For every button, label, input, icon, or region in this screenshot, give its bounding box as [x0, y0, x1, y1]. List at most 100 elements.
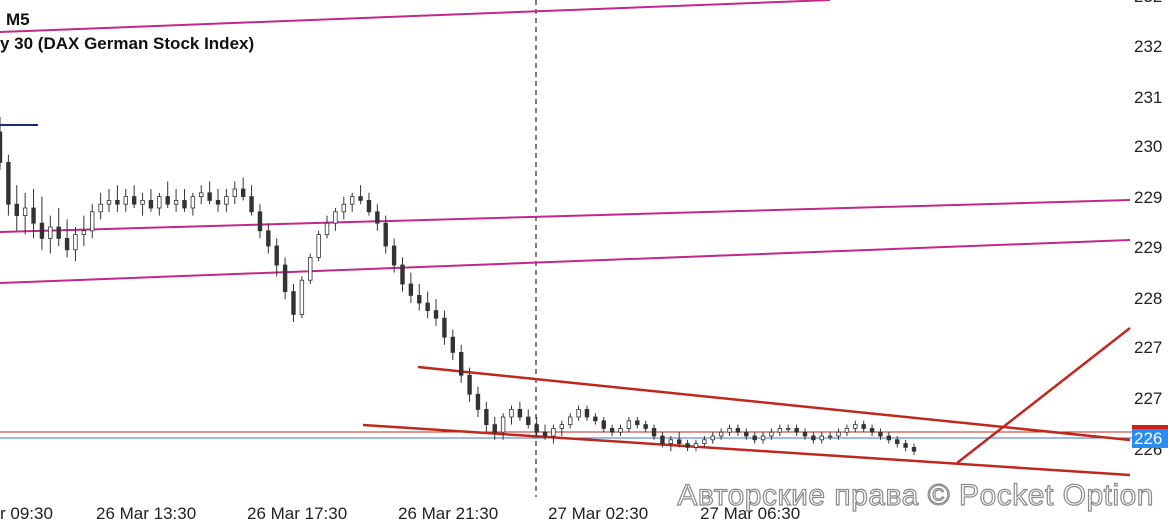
candle	[576, 405, 581, 421]
candle	[609, 424, 615, 436]
candle	[526, 409, 531, 429]
time-tick-label: 26 Mar 13:30	[96, 504, 196, 519]
symbol-title: y 30 (DAX German Stock Index)	[0, 34, 255, 53]
candle	[509, 405, 514, 425]
candle	[366, 192, 372, 216]
candle	[760, 432, 766, 444]
candle	[433, 299, 439, 326]
candle	[232, 181, 237, 205]
candle	[123, 189, 128, 212]
candle	[802, 428, 808, 440]
candle	[417, 284, 422, 311]
candle	[601, 417, 606, 433]
candle	[895, 436, 900, 448]
candle	[22, 192, 28, 235]
candle	[408, 272, 414, 303]
price-tick-label: 227	[1134, 338, 1162, 357]
candle	[299, 276, 305, 319]
candle	[911, 443, 917, 455]
candle	[349, 192, 355, 212]
candle	[786, 424, 791, 433]
candle	[90, 204, 95, 239]
price-axis[interactable]: 232232231230229229228227227226226	[1132, 0, 1168, 459]
candle	[98, 192, 103, 220]
candle	[593, 413, 598, 425]
candle	[274, 238, 279, 277]
candle	[425, 291, 430, 319]
candle	[878, 428, 883, 440]
candle	[500, 413, 506, 440]
candle	[64, 219, 70, 258]
candle	[886, 432, 892, 444]
candle	[718, 428, 724, 440]
timeframe-label: M5	[6, 10, 30, 29]
candle	[777, 424, 783, 436]
candle	[165, 181, 170, 208]
drawing-layer	[0, 0, 1132, 497]
candle	[131, 185, 137, 208]
candle	[173, 189, 179, 212]
candle	[559, 420, 565, 436]
trend-line[interactable]	[362, 423, 1131, 477]
candle	[106, 189, 112, 212]
resistance-line[interactable]	[0, 199, 1131, 233]
candle	[635, 417, 640, 429]
trend-line[interactable]	[417, 365, 1131, 442]
candle	[568, 413, 573, 429]
candle	[534, 417, 539, 436]
candle	[626, 417, 632, 433]
candle	[643, 420, 648, 433]
candle	[73, 227, 78, 262]
candle	[903, 439, 908, 452]
candle	[375, 204, 380, 231]
copyright-watermark: Авторские права © Pocket Option	[677, 478, 1154, 512]
candle	[282, 257, 288, 300]
candle	[215, 189, 221, 212]
resistance-line[interactable]	[0, 239, 1131, 284]
candle	[484, 401, 489, 433]
candle	[584, 405, 590, 421]
candle	[542, 424, 548, 440]
time-tick-label: 27 Mar 06:30	[700, 504, 800, 519]
price-tick-label: 229	[1134, 238, 1162, 257]
price-tick-label: 228	[1134, 289, 1162, 308]
candle	[182, 189, 187, 212]
trend-line[interactable]	[956, 327, 1131, 464]
price-tick-label: 230	[1134, 137, 1162, 156]
candle	[140, 192, 145, 216]
candle	[794, 424, 799, 436]
candle	[266, 223, 271, 254]
candle	[0, 116, 3, 170]
candle	[769, 428, 774, 440]
candle	[551, 424, 556, 444]
price-tick-label: 229	[1134, 188, 1162, 207]
candle	[157, 192, 162, 216]
candle	[702, 436, 707, 448]
candle	[710, 432, 715, 444]
price-tick-label: 232	[1134, 0, 1162, 6]
time-tick-label: 26 Mar 17:30	[247, 504, 347, 519]
candle	[249, 185, 254, 216]
candle	[458, 344, 464, 383]
candle	[199, 185, 204, 205]
resistance-line[interactable]	[0, 0, 831, 33]
candle	[744, 428, 749, 440]
candle	[240, 177, 246, 201]
candle	[442, 310, 447, 345]
candle	[693, 439, 699, 452]
time-tick-label: 27 Mar 02:30	[548, 504, 648, 519]
candle	[844, 424, 850, 436]
candle	[450, 329, 456, 360]
current-price-text: 226	[1134, 429, 1162, 448]
candle	[475, 386, 481, 417]
candle	[257, 204, 263, 239]
time-tick-label: 26 Mar 21:30	[398, 504, 498, 519]
candle	[207, 181, 212, 205]
candle	[836, 428, 841, 440]
time-axis[interactable]: r 09:30 26 Mar 13:30 26 Mar 17:30 26 Mar 21…	[0, 504, 800, 519]
candle	[752, 432, 757, 444]
candle	[492, 417, 497, 440]
candle	[685, 439, 690, 452]
